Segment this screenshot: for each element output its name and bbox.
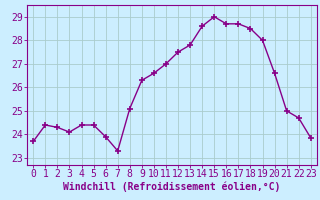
X-axis label: Windchill (Refroidissement éolien,°C): Windchill (Refroidissement éolien,°C) xyxy=(63,182,281,192)
